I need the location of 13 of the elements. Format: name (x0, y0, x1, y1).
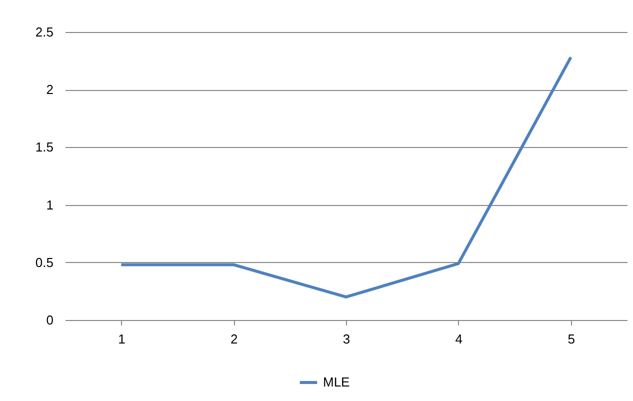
x-tick-label: 3 (342, 332, 350, 346)
y-tick-label: 0.5 (35, 254, 54, 270)
x-tick-label: 1 (118, 332, 126, 346)
y-tick-label: 1 (46, 197, 54, 212)
line-series (120, 56, 572, 298)
legend-label: MLE (323, 374, 350, 390)
x-tick-label: 5 (568, 332, 575, 346)
y-tick-label: 2.5 (35, 24, 54, 40)
y-tick-label: 2 (46, 82, 54, 98)
y-tick-label: 1.5 (35, 140, 54, 155)
x-tick-label: 4 (455, 332, 463, 346)
x-tick-label: 2 (230, 332, 238, 346)
y-tick-label: 0 (46, 312, 54, 328)
